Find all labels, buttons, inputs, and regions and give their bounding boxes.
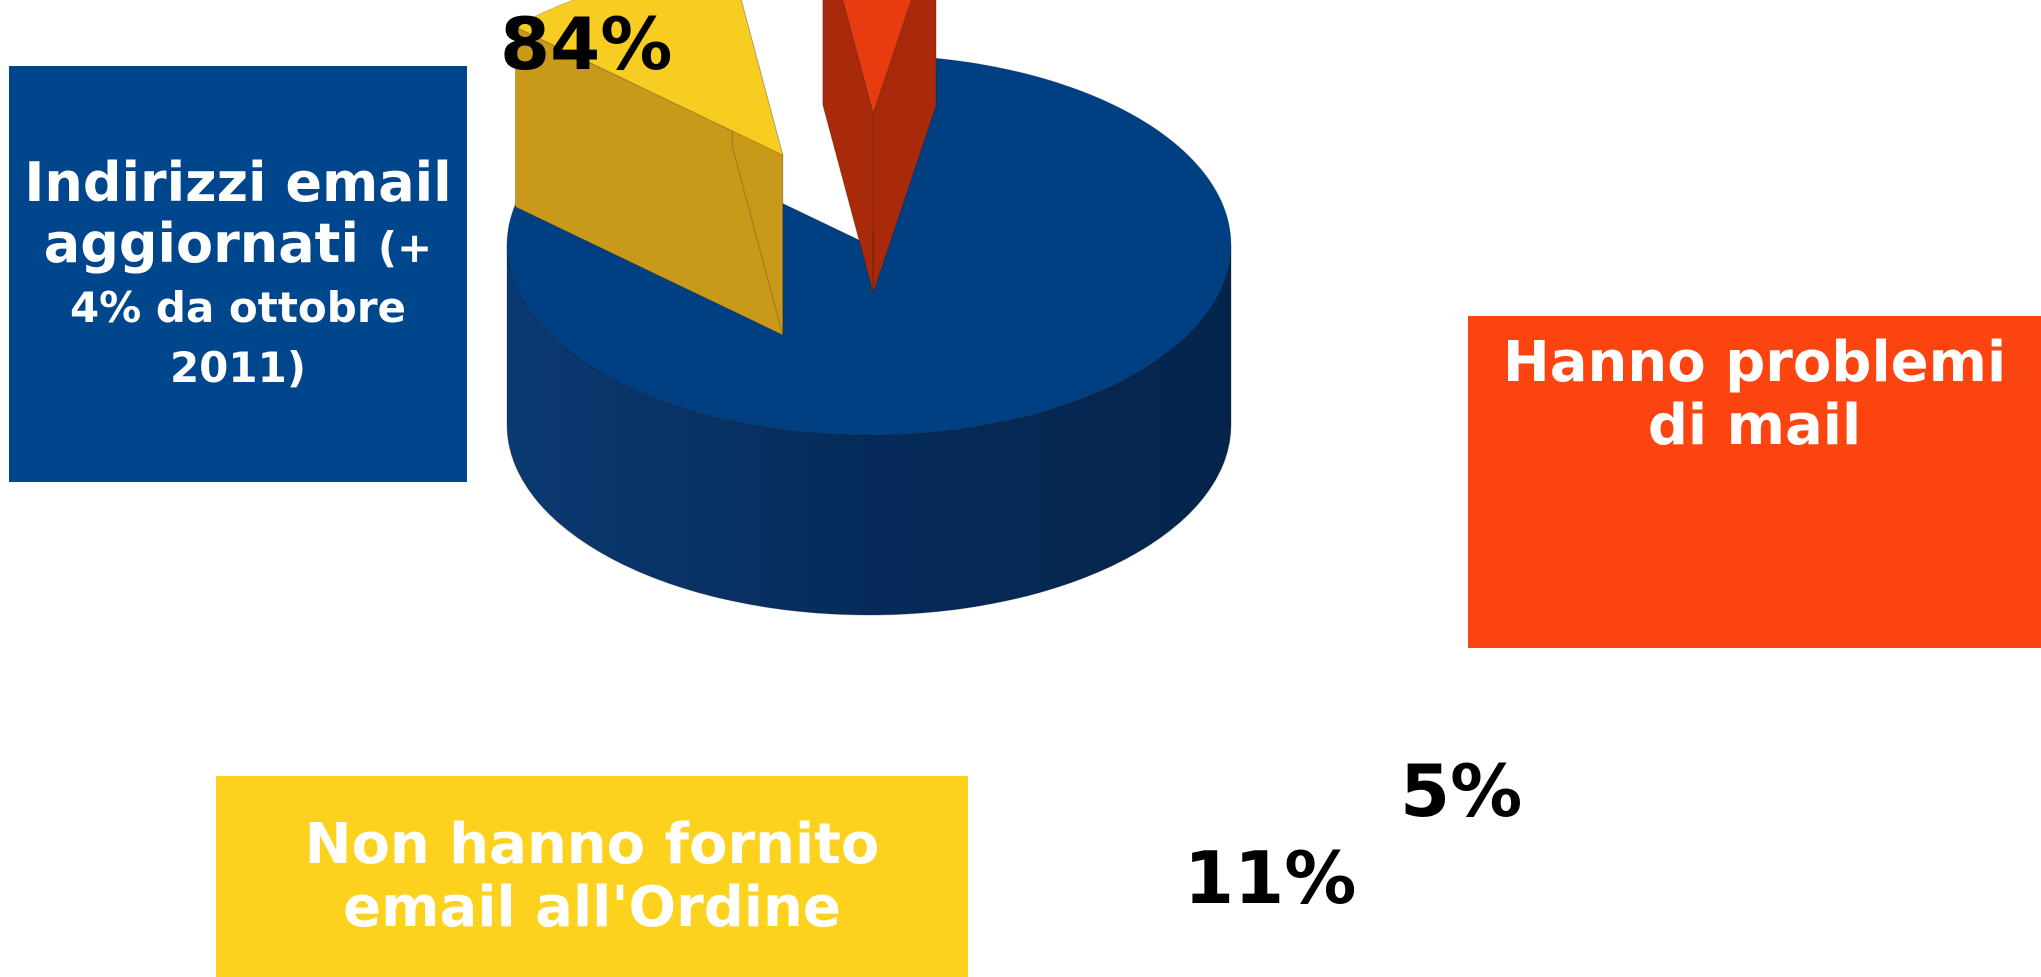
label-email-aggiornati-note-b: 4% da ottobre 2011) — [69, 283, 407, 393]
label-email-aggiornati: Indirizzi email aggiornati — [24, 151, 452, 275]
pie-slice-2-top — [842, 0, 912, 115]
pie-slice-2-wall-1 — [872, 0, 937, 294]
data-label-11: 11% — [1184, 836, 1357, 920]
label-box-non-fornito: Non hanno fornito email all'Ordine — [216, 776, 968, 977]
pie-slice-2 — [822, 0, 937, 294]
label-box-email-aggiornati: Indirizzi email aggiornati (+ 4% da otto… — [9, 66, 467, 482]
label-email-aggiornati-note-a: (+ — [377, 222, 433, 272]
pie-slice-1 — [514, 0, 784, 336]
data-label-84: 84% — [500, 2, 673, 86]
label-problemi-mail: Hanno problemi di mail — [1502, 330, 2007, 458]
label-box-problemi-mail: Hanno problemi di mail — [1468, 316, 2041, 648]
data-label-5: 5% — [1400, 749, 1523, 833]
pie-slice-1-top — [514, 0, 784, 156]
label-non-fornito: Non hanno fornito email all'Ordine — [304, 811, 880, 940]
